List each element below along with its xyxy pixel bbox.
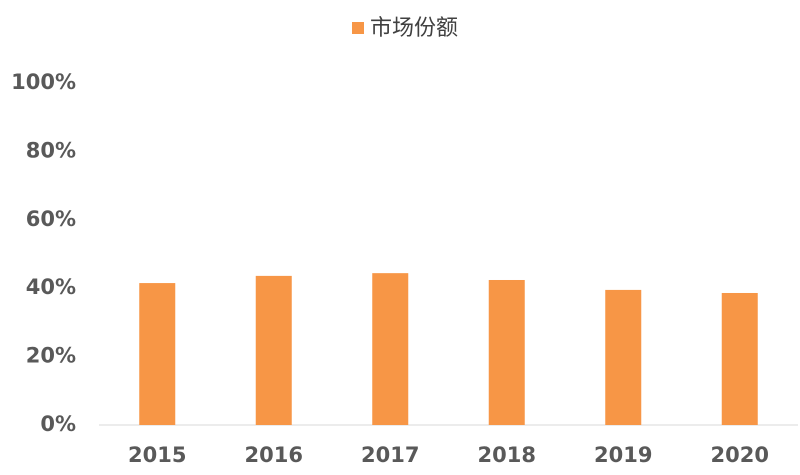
- x-tick-label: 2020: [711, 443, 769, 467]
- y-tick-label: 0%: [40, 412, 76, 436]
- x-tick-label: 2015: [128, 443, 186, 467]
- bar: [605, 289, 642, 425]
- y-tick-label: 100%: [11, 70, 76, 94]
- x-tick-label: 2019: [594, 443, 652, 467]
- y-tick-label: 60%: [26, 207, 76, 231]
- x-tick-label: 2017: [361, 443, 419, 467]
- bar: [139, 283, 176, 425]
- x-tick-label: 2016: [245, 443, 303, 467]
- y-tick-label: 40%: [26, 275, 76, 299]
- bar: [372, 273, 409, 425]
- bar: [488, 279, 525, 425]
- bar: [721, 292, 758, 425]
- legend-label: 市场份额: [370, 16, 458, 41]
- bar: [255, 275, 292, 425]
- legend-swatch: [352, 22, 364, 34]
- x-tick-label: 2018: [478, 443, 536, 467]
- y-tick-label: 20%: [26, 344, 76, 368]
- y-tick-label: 80%: [26, 138, 76, 162]
